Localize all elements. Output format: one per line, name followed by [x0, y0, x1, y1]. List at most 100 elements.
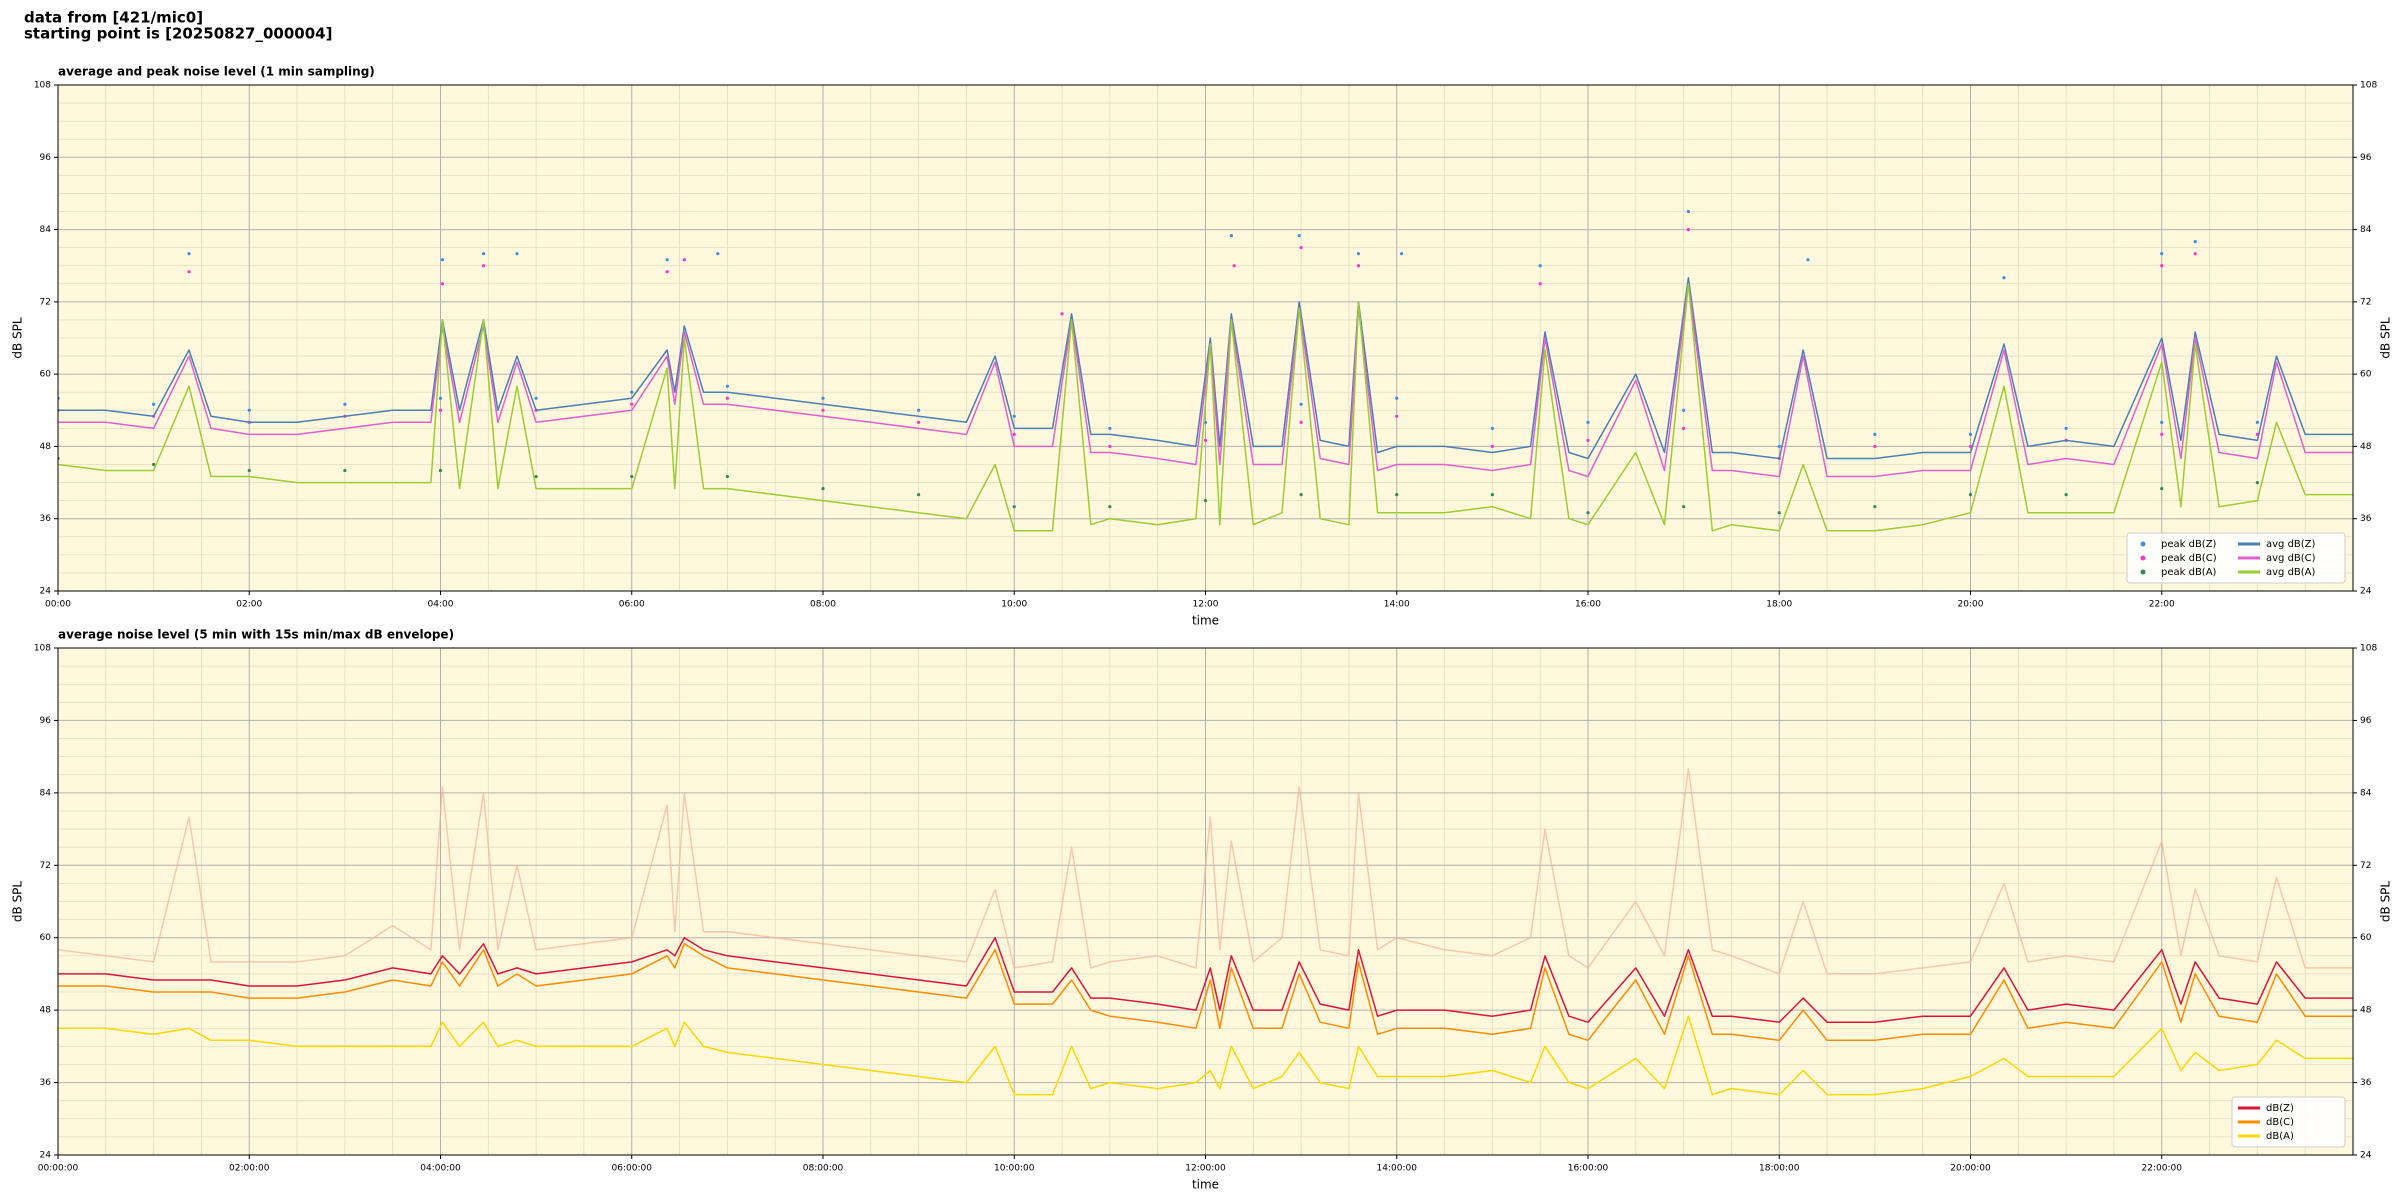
x-tick-label: 12:00:00 — [1185, 1164, 1226, 1174]
peak-marker — [1873, 444, 1877, 449]
y2-tick-label: 72 — [2360, 861, 2371, 871]
peak-marker — [1538, 264, 1542, 268]
legend-box — [2126, 532, 2346, 584]
y-tick-label: 72 — [40, 297, 51, 307]
legend-box — [2231, 1096, 2346, 1148]
legend-marker — [2140, 555, 2146, 561]
peak-marker — [1299, 246, 1303, 250]
y2-tick-label: 96 — [2360, 716, 2372, 726]
x-tick-label: 10:00:00 — [994, 1164, 1035, 1174]
peak-marker — [2002, 276, 2006, 280]
peak-marker — [343, 402, 347, 406]
y-tick-label: 108 — [34, 644, 51, 654]
x-tick-label: 22:00 — [2149, 600, 2175, 610]
peak-marker — [1777, 511, 1781, 515]
peak-marker — [725, 384, 729, 388]
peak-marker — [1012, 505, 1016, 509]
peak-marker — [821, 408, 825, 412]
peak-marker — [2160, 432, 2164, 436]
peak-marker — [534, 396, 538, 400]
peak-marker — [682, 258, 686, 262]
peak-marker — [665, 270, 669, 274]
y-tick-label: 36 — [40, 514, 52, 524]
series-line — [58, 277, 2353, 460]
y-tick-label: 96 — [40, 716, 52, 726]
plot-frame — [57, 84, 2354, 592]
x-tick-label: 00:00 — [45, 600, 71, 610]
peak-marker — [515, 252, 519, 256]
peak-marker — [1490, 426, 1494, 430]
peak-marker — [1873, 505, 1877, 509]
envelope — [58, 767, 2353, 975]
y2-tick-label: 96 — [2360, 153, 2372, 163]
peak-marker — [1968, 432, 1973, 436]
peak-marker — [630, 474, 634, 479]
y-tick-label: 60 — [40, 933, 52, 943]
legend-marker — [2140, 569, 2146, 575]
legend-label: peak dB(Z) — [2161, 539, 2217, 550]
peak-marker — [187, 252, 191, 256]
x-tick-label: 22:00:00 — [2142, 1164, 2183, 1174]
x-tick-label: 04:00:00 — [420, 1164, 461, 1174]
peak-marker — [1297, 233, 1301, 238]
peak-marker — [1060, 312, 1064, 316]
peak-marker — [1586, 438, 1590, 443]
y2-tick-label: 108 — [2360, 644, 2377, 654]
peak-marker — [1108, 505, 1112, 509]
peak-marker — [716, 252, 720, 256]
x-tick-label: 00:00:00 — [38, 1164, 79, 1174]
y2-tick-label: 72 — [2360, 297, 2371, 307]
peak-marker — [1682, 426, 1686, 430]
peak-marker — [1686, 209, 1691, 214]
y2-tick-label: 24 — [2360, 587, 2372, 597]
peak-marker — [1232, 264, 1236, 268]
peak-marker — [438, 396, 443, 400]
y2-tick-label: 36 — [2360, 514, 2372, 524]
y2-tick-label: 36 — [2360, 1078, 2372, 1088]
peak-marker — [1968, 444, 1973, 449]
peak-marker — [1299, 493, 1303, 497]
y-tick-label: 24 — [40, 587, 52, 597]
x-tick-label: 10:00 — [1001, 600, 1027, 610]
peak-marker — [438, 468, 443, 473]
peak-marker — [534, 474, 538, 479]
y2-tick-label: 108 — [2360, 81, 2377, 91]
peak-marker — [1777, 444, 1781, 449]
peak-marker — [917, 493, 921, 497]
peak-marker — [2160, 486, 2164, 491]
peak-marker — [821, 486, 825, 491]
peak-marker — [2193, 252, 2197, 256]
peak-marker — [2064, 426, 2068, 430]
y2-tick-label: 84 — [2360, 225, 2372, 235]
peak-marker — [1586, 420, 1590, 424]
x-tick-label: 18:00 — [1766, 600, 1792, 610]
x-tick-label: 02:00 — [236, 600, 262, 610]
peak-marker — [630, 390, 634, 394]
chart-title: average noise level (5 min with 15s min/… — [58, 628, 454, 642]
x-tick-label: 06:00 — [619, 600, 645, 610]
peak-marker — [917, 420, 921, 424]
y2-tick-label: 48 — [2360, 442, 2372, 452]
x-tick-label: 02:00:00 — [229, 1164, 270, 1174]
peak-marker — [1229, 233, 1233, 238]
y2-tick-label: 24 — [2360, 1151, 2372, 1161]
y-tick-label: 24 — [40, 1151, 52, 1161]
header-line: data from [421/mic0] — [24, 9, 203, 27]
y-tick-label: 96 — [40, 153, 52, 163]
y-tick-label: 48 — [40, 1006, 52, 1016]
x-tick-label: 14:00:00 — [1377, 1164, 1418, 1174]
peak-marker — [343, 468, 347, 473]
peak-marker — [1395, 396, 1399, 400]
x-axis-label: time — [1192, 614, 1219, 628]
peak-marker — [1682, 408, 1686, 412]
peak-marker — [1012, 414, 1016, 418]
y2-tick-label: 60 — [2360, 933, 2372, 943]
peak-marker — [1356, 264, 1361, 268]
series-line — [58, 283, 2353, 532]
x-tick-label: 04:00 — [428, 600, 454, 610]
y2-axis-label: dB SPL — [2379, 317, 2393, 359]
peak-marker — [1968, 493, 1973, 497]
peak-marker — [1399, 252, 1404, 256]
peak-marker — [1395, 493, 1399, 497]
peak-marker — [1490, 444, 1494, 449]
